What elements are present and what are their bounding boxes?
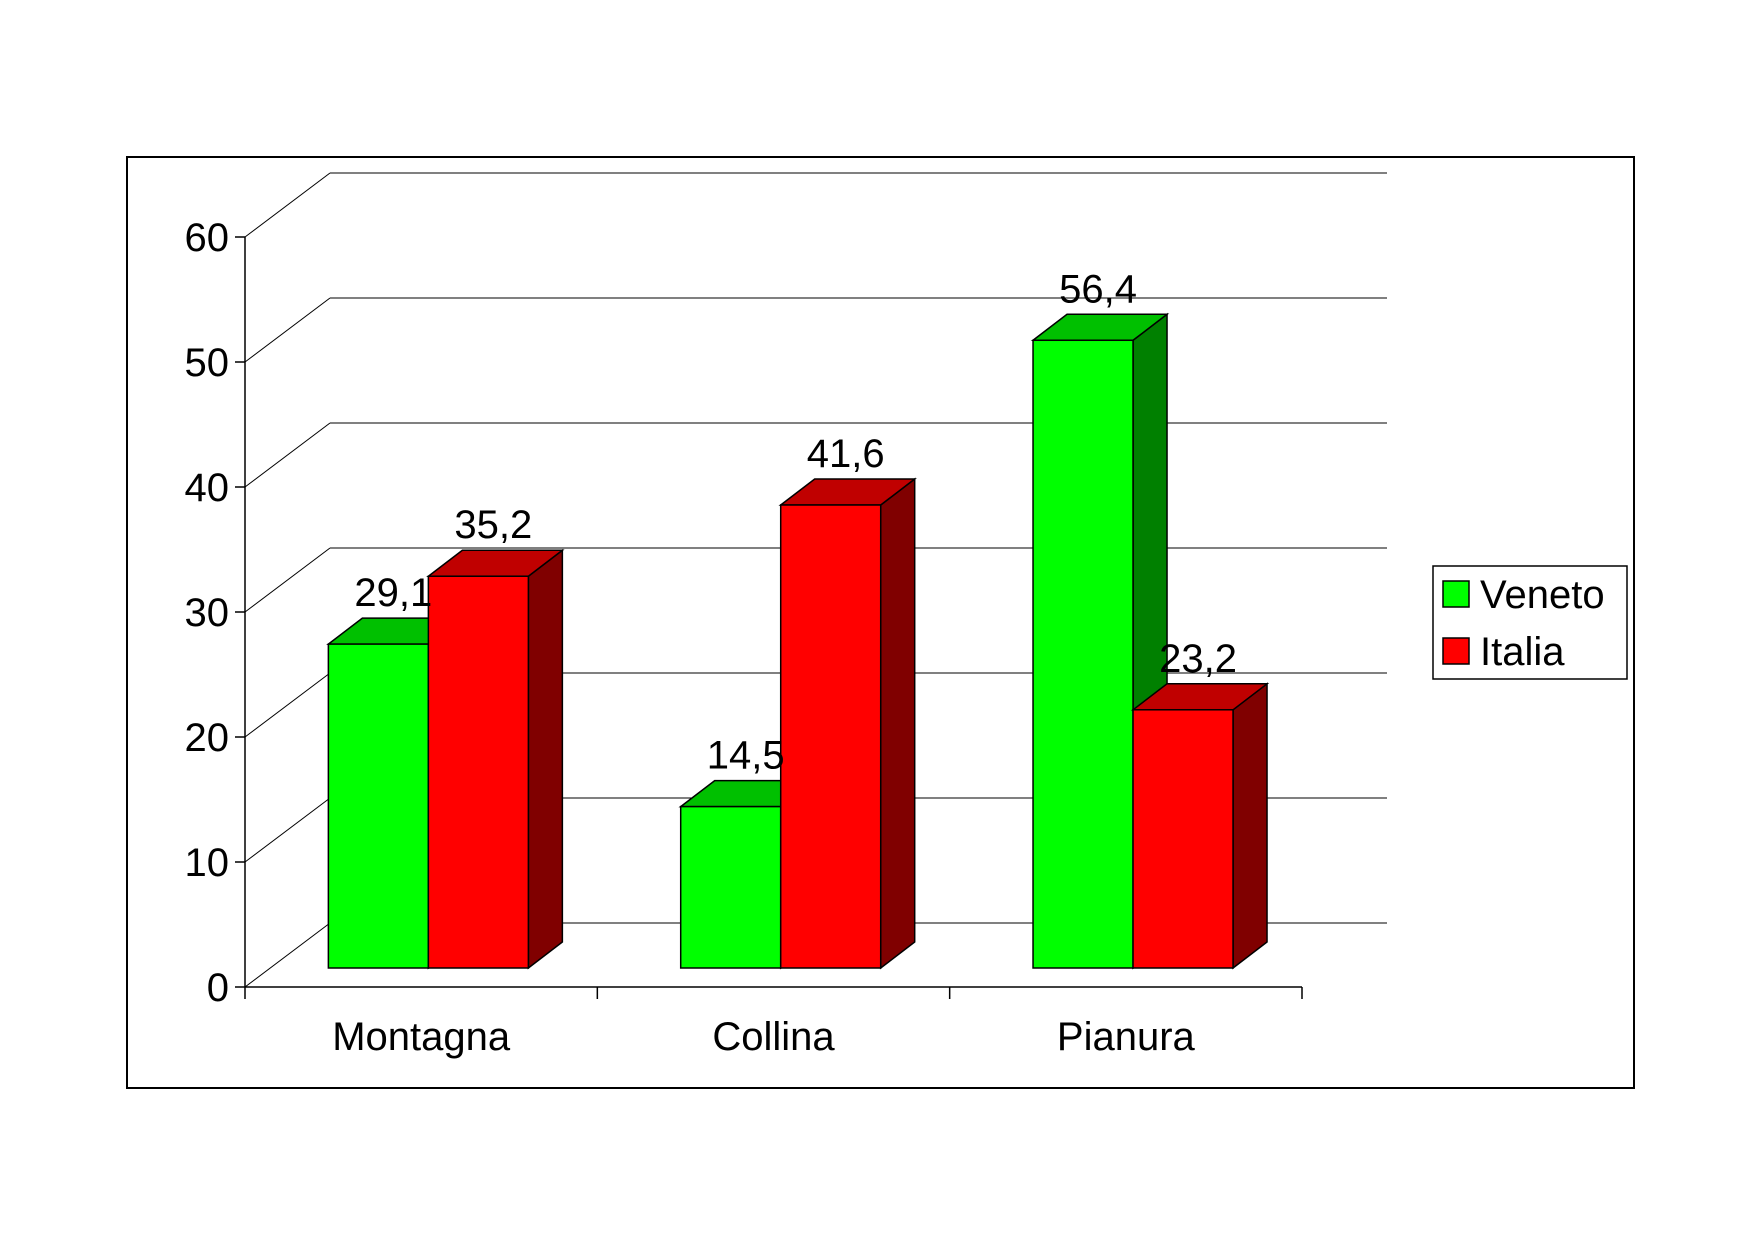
y-tick-label: 60: [185, 216, 230, 260]
bar-italia-pianura: [1130, 682, 1270, 970]
bar-front: [327, 643, 430, 969]
x-tick-label: Pianura: [1057, 1015, 1196, 1059]
data-label: 29,1: [354, 571, 432, 615]
data-label: 41,6: [807, 432, 885, 476]
legend-item-veneto: Veneto: [1442, 573, 1605, 617]
legend-item-italia: Italia: [1442, 630, 1565, 674]
bar-italia-montagna: [426, 548, 565, 970]
grid-diagonal: [244, 797, 331, 863]
y-tick-label: 0: [207, 966, 229, 1010]
bar-front: [1032, 339, 1134, 969]
legend-label: Veneto: [1480, 573, 1605, 617]
axes: 0 10 20 30 40 50 60 Montagna Collina Pianura: [185, 216, 1303, 1059]
x-tick-label: Collina: [712, 1015, 835, 1059]
bar-front: [427, 575, 530, 969]
bar-side: [879, 477, 916, 970]
legend-swatch: [1442, 637, 1470, 665]
grid-diagonal: [244, 172, 331, 238]
bar-front: [779, 504, 882, 969]
legend-label: Italia: [1480, 630, 1565, 674]
data-label: 14,5: [707, 734, 785, 778]
data-label: 35,2: [454, 503, 532, 547]
y-tick-label: 50: [185, 341, 230, 385]
bar-italia-collina: [778, 477, 917, 970]
grid-diagonal: [244, 422, 331, 488]
data-labels: 29,1 14,5 56,4 35,2 41,6 23,2: [354, 267, 1237, 777]
legend-swatch: [1442, 580, 1470, 608]
bar-side: [1232, 682, 1268, 970]
y-tick-label: 10: [185, 841, 230, 885]
grid-diagonal: [244, 922, 331, 988]
bar-front: [679, 805, 782, 969]
y-tick-label: 40: [185, 466, 230, 510]
bars: [326, 312, 1270, 970]
data-label: 56,4: [1059, 267, 1137, 311]
legend: Veneto Italia: [1432, 565, 1628, 680]
grid-diagonal: [244, 297, 331, 363]
y-tick-label: 20: [185, 716, 230, 760]
y-tick-label: 30: [185, 591, 230, 635]
bar-front: [1132, 709, 1234, 969]
bar-side: [527, 548, 564, 970]
x-tick-label: Montagna: [332, 1015, 511, 1059]
data-label: 23,2: [1159, 637, 1237, 681]
grid-diagonal: [244, 547, 331, 613]
grid-diagonal: [244, 672, 331, 738]
